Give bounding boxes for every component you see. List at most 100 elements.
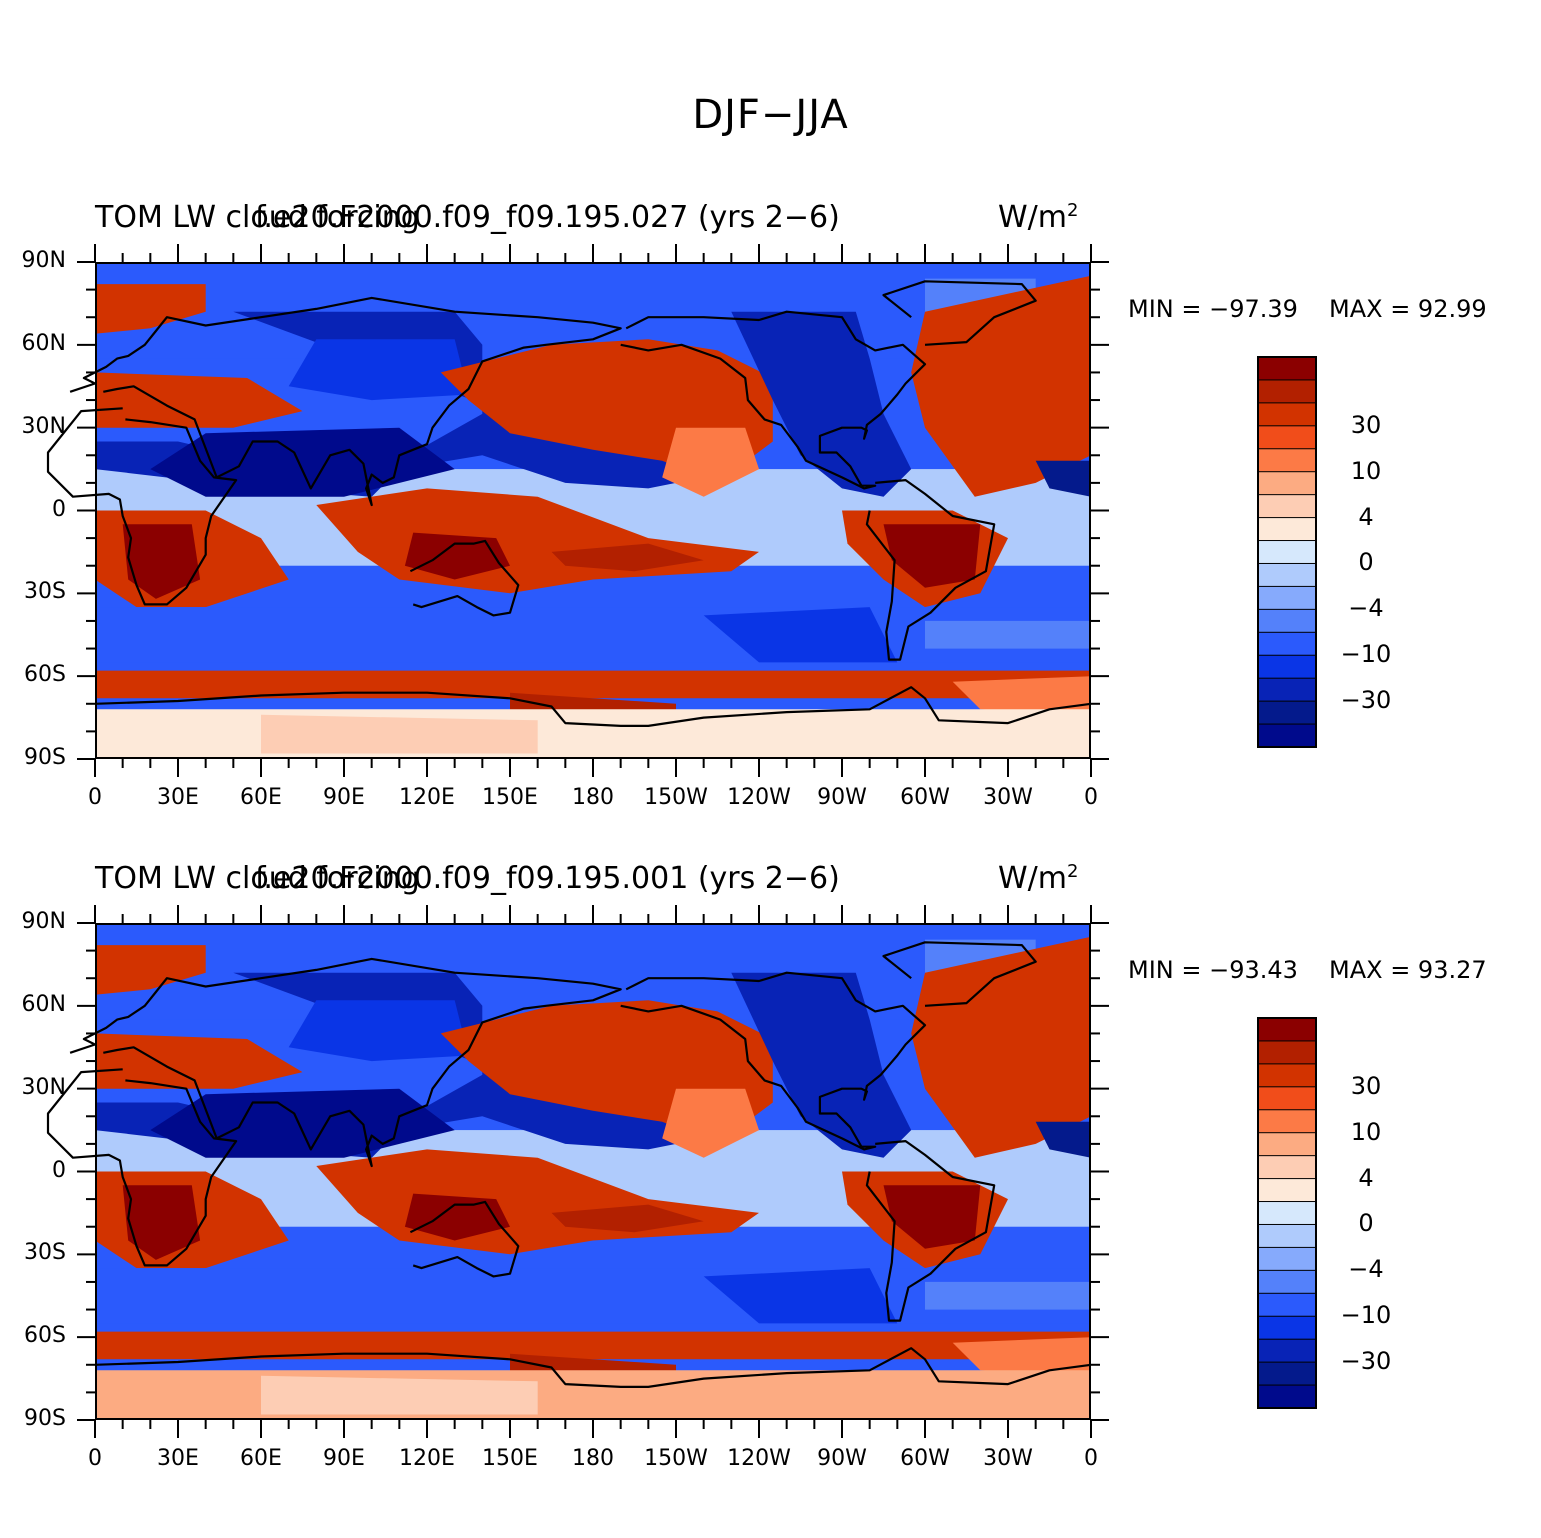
colorbar-label: −4: [1348, 594, 1384, 623]
lon-label: 30W: [983, 1446, 1033, 1471]
lat-label: 30S: [24, 579, 66, 605]
lon-label: 30E: [157, 1446, 199, 1471]
coastlines: [46, 280, 1092, 727]
lat-label: 60S: [24, 662, 66, 688]
lat-label: 0: [52, 1157, 66, 1183]
max-label: MAX = 93.27: [1329, 956, 1487, 984]
lon-label: 0: [88, 1446, 102, 1471]
lon-label: 30E: [157, 785, 199, 810]
coastline-5: [882, 280, 1037, 346]
lon-label: 90E: [323, 1446, 365, 1471]
lon-label: 90W: [817, 1446, 867, 1471]
coastline-3: [620, 971, 927, 1151]
colorbar-swatch: [1257, 1155, 1317, 1180]
lon-label: 180: [572, 785, 614, 810]
panel-center-title: f.e20.F2000.f09_f09.195.027 (yrs 2−6): [255, 200, 840, 235]
lon-label: 150E: [482, 785, 538, 810]
colorbar-swatch: [1257, 1269, 1317, 1295]
lat-label: 30N: [21, 413, 66, 439]
colorbar-swatch: [1257, 1201, 1317, 1226]
coastline-3: [620, 310, 927, 490]
contour-region-15: [404, 1193, 510, 1241]
lat-label: 0: [52, 496, 66, 522]
colorbar-label: 0: [1358, 548, 1374, 577]
contour-region-24: [952, 1337, 1091, 1376]
contour-region-26: [261, 1375, 538, 1415]
contour-region-10: [911, 936, 1091, 1158]
map-plot: [46, 262, 1092, 759]
colorbar-label: 0: [1358, 1209, 1374, 1238]
lon-label: 120W: [727, 1446, 791, 1471]
coastline-1: [69, 957, 622, 1168]
lon-label: 30W: [983, 785, 1033, 810]
lon-label: 90W: [817, 785, 867, 810]
contour-region-20: [703, 607, 898, 663]
contour-region-8: [731, 972, 912, 1158]
panel-left-title: TOM LW cloud forcing: [95, 200, 420, 235]
coastline-6: [94, 686, 1092, 727]
colorbar-swatch: [1257, 1384, 1317, 1409]
coastline-0: [46, 407, 238, 606]
lon-label: 120W: [727, 785, 791, 810]
lon-label: 60E: [240, 785, 282, 810]
contour-region-22: [95, 670, 1091, 699]
contour-region-16: [551, 543, 704, 572]
contour-region-21: [925, 620, 1091, 649]
contour-region-1: [95, 945, 206, 995]
coastline-1: [69, 296, 622, 507]
contour-region-13: [122, 524, 201, 599]
lon-label: 120E: [399, 1446, 455, 1471]
colorbar-swatch: [1257, 1223, 1317, 1249]
coastline-2: [409, 539, 520, 617]
lon-label: 0: [1084, 785, 1098, 810]
contour-region-7: [662, 1088, 759, 1158]
colorbar-label: 10: [1350, 456, 1382, 485]
map-plot: [46, 923, 1092, 1420]
contour-region-18: [883, 1185, 981, 1249]
contour-region-2: [95, 372, 303, 428]
lon-label: 0: [1084, 1446, 1098, 1471]
contour-region-15: [404, 532, 510, 580]
lon-label: 180: [572, 1446, 614, 1471]
contour-region-22: [95, 1331, 1091, 1360]
panel-units: W/m2: [998, 200, 1079, 235]
colorbar-swatch: [1257, 1361, 1317, 1387]
contour-region-8: [731, 311, 912, 497]
colorbar-swatch: [1257, 1109, 1317, 1134]
contour-region-2: [95, 1033, 303, 1089]
colorbar-swatch: [1257, 1338, 1317, 1364]
coastline-2: [409, 1200, 520, 1278]
lat-label: 90S: [24, 745, 66, 770]
colorbar-swatch: [1257, 1292, 1317, 1318]
contour-region-1: [95, 284, 206, 334]
lat-label: 90N: [21, 909, 66, 934]
lat-label: 60N: [21, 991, 66, 1017]
colorbar: [1257, 356, 1317, 748]
colorbar-label: −10: [1340, 640, 1392, 669]
contour-region-20: [703, 1268, 898, 1324]
coastline-4: [865, 1140, 996, 1322]
coastlines: [46, 941, 1092, 1388]
lon-label: 60W: [900, 785, 950, 810]
coastline-0: [46, 1068, 238, 1267]
colorbar-label: −30: [1340, 686, 1392, 715]
colorbar-label: 30: [1350, 410, 1382, 439]
colorbar-label: −30: [1340, 1347, 1392, 1376]
lon-label: 0: [88, 785, 102, 810]
colorbar-swatch: [1257, 1315, 1317, 1341]
contour-region-18: [883, 524, 981, 588]
colorbar-swatch: [1257, 1017, 1317, 1042]
panel-units: W/m2: [998, 861, 1079, 896]
contour-region-5: [288, 1000, 469, 1062]
lat-label: 30N: [21, 1074, 66, 1100]
lon-label: 60E: [240, 1446, 282, 1471]
coastline-4: [865, 479, 996, 661]
lat-label: 90N: [21, 248, 66, 273]
contour-region-21: [925, 1281, 1091, 1310]
contour-region-11: [1035, 1121, 1091, 1158]
colorbar-border: [1257, 356, 1317, 748]
contour-region-11: [1035, 460, 1091, 497]
min-label: MIN = −93.43: [1128, 956, 1298, 984]
